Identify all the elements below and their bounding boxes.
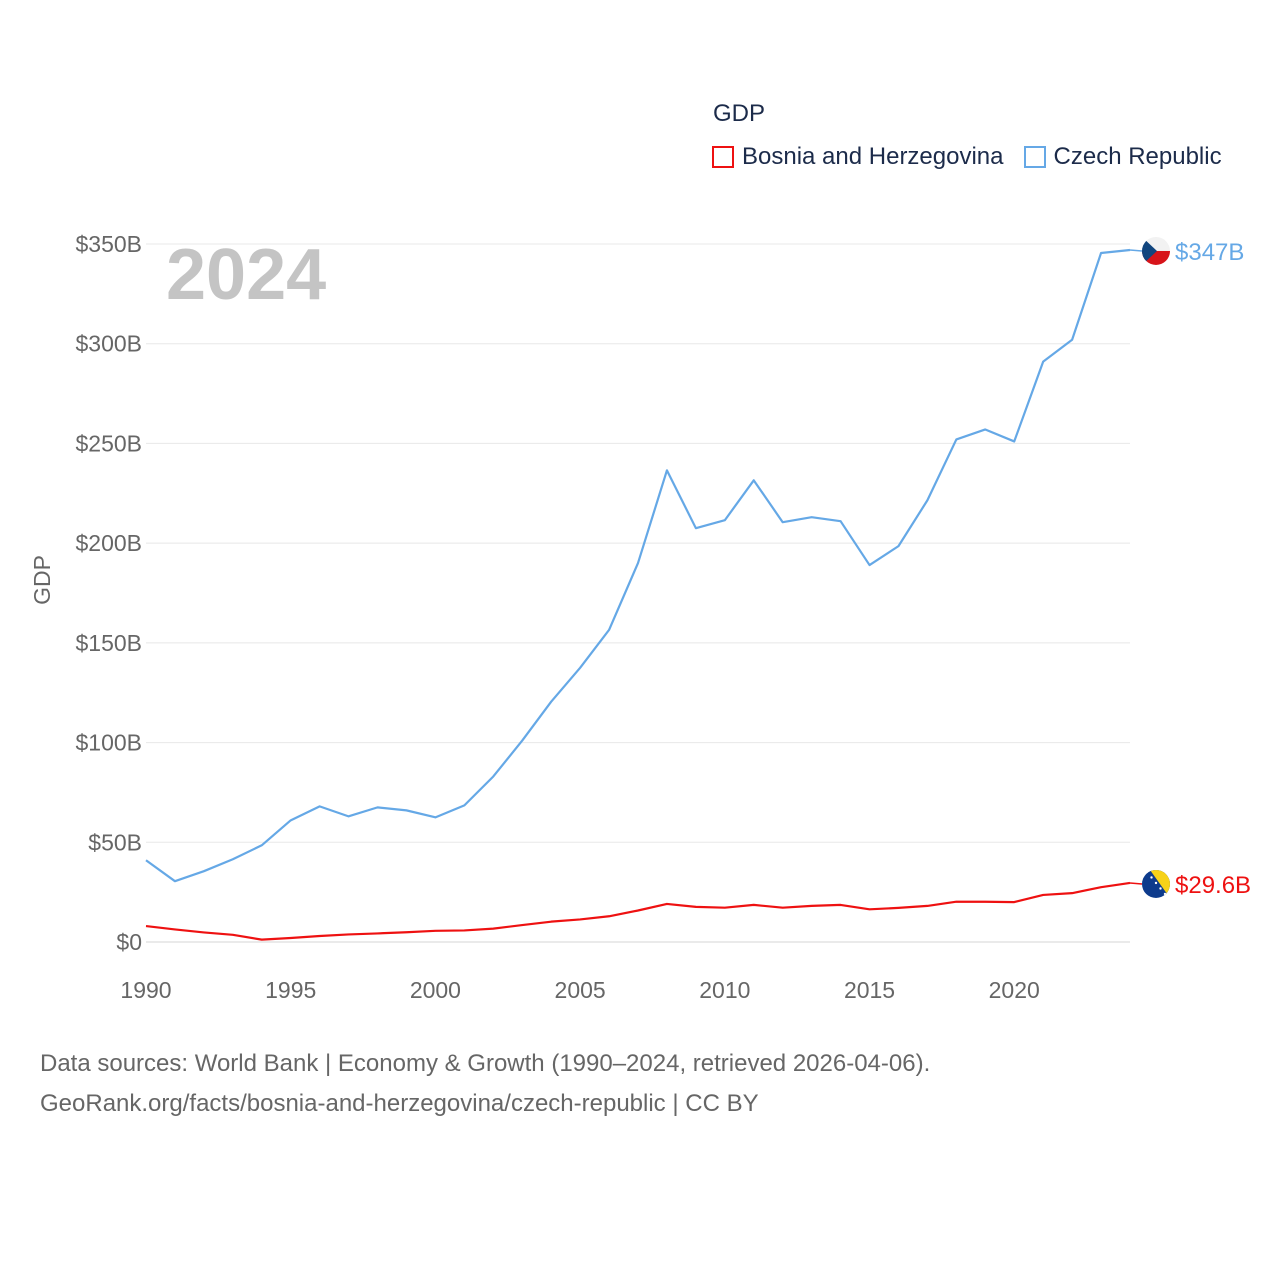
- legend-label-bosnia: Bosnia and Herzegovina: [742, 143, 1004, 170]
- y-tick-label: $350B: [75, 231, 142, 257]
- legend-item-bosnia[interactable]: Bosnia and Herzegovina: [712, 143, 1004, 171]
- data-source-note: Data sources: World Bank | Economy & Gro…: [40, 1044, 930, 1124]
- x-tick-label: 2015: [844, 977, 895, 1003]
- x-tick-label: 2020: [989, 977, 1040, 1003]
- year-label: 2024: [166, 235, 327, 315]
- end-connector: [1129, 249, 1143, 252]
- legend: Bosnia and Herzegovina Czech Republic: [712, 143, 1242, 171]
- x-tick-label: 2010: [699, 977, 750, 1003]
- series-lines: [145, 248, 1131, 941]
- y-tick-label: $300B: [75, 331, 142, 357]
- end-connector: [1129, 882, 1143, 885]
- czech-flag-icon: [1142, 236, 1170, 265]
- y-tick-label: $200B: [75, 530, 142, 556]
- x-tick-label: 1995: [265, 977, 316, 1003]
- end-labels: $29.6B $347B: [1129, 236, 1251, 899]
- y-tick-label: $50B: [88, 829, 142, 855]
- y-tick-label: $150B: [75, 630, 142, 656]
- x-axis-ticks: 1990 1995 2000 2005 2010 2015 2020: [120, 977, 1039, 1003]
- y-tick-label: $0: [116, 929, 142, 955]
- series-line-1: [145, 248, 1131, 883]
- legend-swatch-czech: [1023, 146, 1046, 168]
- legend-title: GDP: [713, 100, 766, 127]
- x-tick-label: 2000: [410, 977, 461, 1003]
- end-value-label-1: $347B: [1175, 239, 1244, 266]
- source-line-2: GeoRank.org/facts/bosnia-and-herzegovina…: [40, 1090, 759, 1117]
- source-line-1: Data sources: World Bank | Economy & Gro…: [40, 1050, 931, 1077]
- y-axis-ticks: $0 $50B $100B $150B $200B $250B $300B $350B: [75, 231, 142, 955]
- end-value-label-0: $29.6B: [1175, 872, 1251, 899]
- x-tick-label: 1990: [120, 977, 171, 1003]
- legend-swatch-bosnia: [712, 146, 734, 168]
- y-tick-label: $100B: [75, 730, 142, 756]
- legend-item-czech[interactable]: Czech Republic: [1023, 143, 1222, 171]
- y-axis-title: GDP: [29, 555, 55, 605]
- bosnia-flag-icon: [1142, 869, 1170, 898]
- y-tick-label: $250B: [75, 430, 142, 456]
- series-line-0: [145, 881, 1131, 941]
- legend-label-czech: Czech Republic: [1053, 143, 1222, 170]
- x-tick-label: 2005: [555, 977, 606, 1003]
- gridlines: [146, 243, 1130, 943]
